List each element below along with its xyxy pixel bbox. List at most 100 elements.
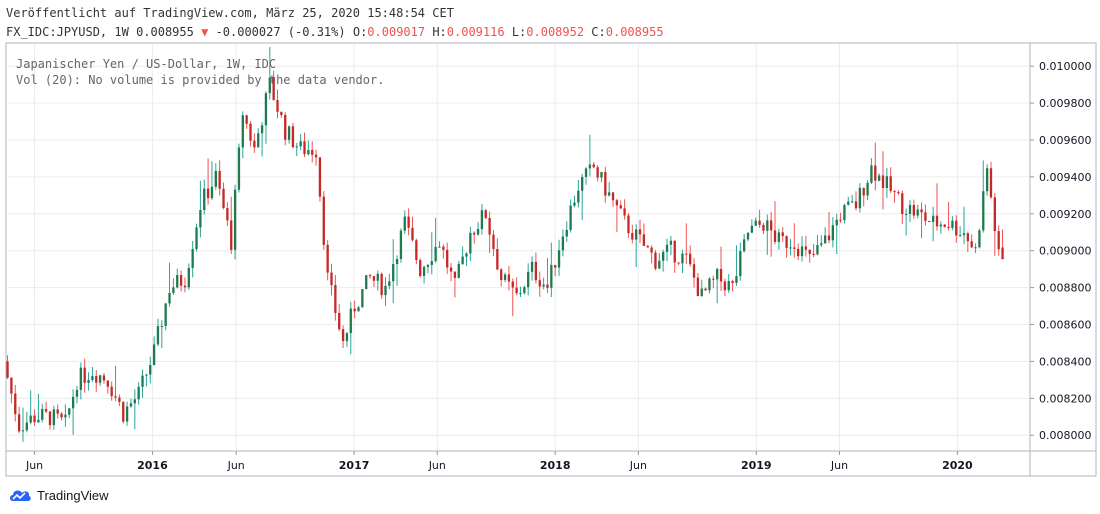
candle [588, 134, 592, 177]
brand-name: TradingView [37, 487, 109, 503]
candle-body [29, 415, 32, 423]
candle-body [685, 253, 688, 255]
candle-body [484, 210, 487, 218]
time-axis[interactable]: Jun 2016 Jun 2017 Jun 2018 Jun 2019 Jun 2020 [25, 451, 973, 472]
candle [303, 132, 306, 158]
candle [268, 47, 271, 100]
candle [469, 226, 472, 261]
candle-body [83, 367, 86, 383]
candle-body [870, 165, 873, 183]
candle-body [438, 246, 441, 248]
candle-body [426, 264, 430, 267]
candle-body [376, 273, 379, 281]
candle-body [704, 288, 707, 291]
candle [958, 226, 962, 237]
candle [916, 204, 919, 219]
candle-body [542, 284, 545, 287]
candle [515, 277, 518, 296]
candle-body [978, 230, 981, 248]
candle [638, 219, 642, 244]
x-tick-label: 2020 [942, 459, 973, 472]
candle-body [554, 264, 557, 268]
candle-body [754, 220, 757, 226]
candle [823, 227, 827, 244]
candle-body [37, 419, 40, 423]
candle [145, 373, 148, 387]
candle [685, 223, 688, 264]
tradingview-cloud-icon [10, 490, 31, 501]
candle-body [912, 204, 916, 216]
candle-body [48, 411, 52, 426]
candle-body [588, 164, 592, 169]
candle-body [79, 367, 82, 390]
candle-body [87, 379, 90, 383]
high-label: H: [432, 25, 447, 39]
candle-body [735, 276, 738, 283]
candle-body [241, 115, 244, 148]
candle [839, 212, 842, 223]
x-tick-label: Jun [227, 459, 245, 472]
candle-body [71, 396, 75, 409]
candle-body [295, 146, 298, 148]
candle-body [569, 205, 572, 230]
candle [662, 249, 665, 272]
candle-body [276, 99, 279, 112]
candle [453, 271, 457, 298]
candle [218, 160, 221, 196]
candle-body [997, 231, 1000, 250]
candle-body [854, 201, 858, 209]
candle [14, 384, 17, 422]
candle-body [187, 267, 190, 288]
tradingview-brand[interactable]: TradingView [8, 486, 109, 504]
candle [484, 208, 487, 220]
candle [64, 404, 67, 427]
candle [206, 158, 210, 205]
price-axis[interactable]: 0.008000 0.008200 0.008400 0.008600 0.008800… [1030, 60, 1092, 442]
candle [897, 189, 900, 196]
candle [133, 389, 136, 430]
candle [17, 406, 21, 434]
candle-body [233, 189, 237, 250]
candle [557, 239, 561, 276]
candle-body [145, 374, 148, 376]
candle [438, 241, 441, 248]
candle-body [928, 220, 931, 222]
candle [430, 232, 433, 275]
candle [631, 224, 634, 244]
candle-body [758, 220, 761, 225]
candle-body [600, 172, 603, 178]
candle-body [299, 141, 302, 147]
candle-body [307, 149, 310, 155]
candle-body [955, 220, 958, 236]
candle-body [592, 164, 595, 168]
candle-body [422, 266, 426, 276]
candle [704, 287, 707, 291]
candle-body [546, 284, 549, 288]
candle [75, 385, 79, 404]
candle [314, 149, 318, 166]
candle [164, 303, 167, 331]
candle [511, 278, 514, 317]
candle-body [125, 406, 129, 422]
candle [731, 279, 734, 292]
candle [287, 125, 291, 144]
candle [750, 219, 754, 234]
candle [658, 253, 661, 269]
candle-body [727, 280, 730, 291]
candle-body [993, 197, 996, 232]
candle [91, 366, 94, 382]
candle [110, 381, 113, 401]
y-tick-label: 0.010000 [1039, 60, 1092, 73]
candle [635, 224, 638, 268]
candle-body [95, 376, 98, 383]
candle-body [41, 408, 44, 420]
candle [365, 275, 368, 290]
candle [538, 271, 541, 297]
candle-body [796, 248, 800, 257]
candle-body [793, 247, 796, 249]
candle-body [835, 219, 838, 226]
candle [681, 249, 684, 274]
candle-body [75, 389, 79, 397]
candle-body [573, 202, 576, 206]
